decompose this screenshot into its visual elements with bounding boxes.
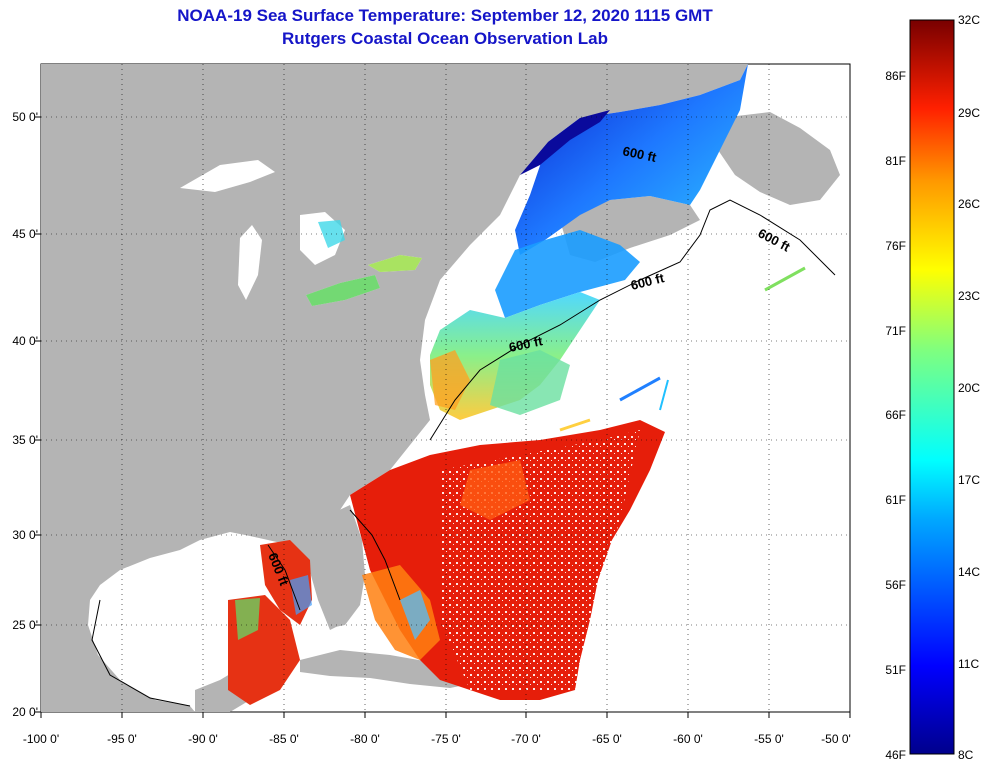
colorbar-f-label: 51F [885, 663, 906, 677]
colorbar-f-label: 81F [885, 154, 906, 168]
colorbar-celsius-labels: 32C 29C 26C 23C 20C 17C 14C 11C 8C [958, 13, 980, 762]
latitude-labels: 50 0' 45 0' 40 0' 35 0' 30 0' 25 0' 20 0… [12, 110, 38, 719]
sst-gulf-maine [495, 230, 640, 318]
sst-north-cold [515, 64, 748, 255]
colorbar-f-label: 56F [885, 578, 906, 592]
lon-label: -60 0' [673, 732, 703, 746]
lon-label: -50 0' [821, 732, 851, 746]
lon-label: -65 0' [592, 732, 622, 746]
depth-contour-600ft [91, 199, 836, 707]
lat-label: 35 0' [12, 433, 38, 447]
colorbar-c-label: 20C [958, 381, 980, 395]
colorbar-fahrenheit-labels: 86F 81F 76F 71F 66F 61F 56F 51F 46F [885, 69, 906, 762]
colorbar-c-label: 26C [958, 197, 980, 211]
lat-label: 30 0' [12, 528, 38, 542]
colorbar [909, 19, 955, 755]
colorbar-c-label: 23C [958, 289, 980, 303]
colorbar-f-label: 71F [885, 324, 906, 338]
colorbar-f-label: 76F [885, 239, 906, 253]
lon-label: -100 0' [23, 732, 59, 746]
lon-label: -90 0' [188, 732, 218, 746]
lon-label: -95 0' [107, 732, 137, 746]
lat-label: 50 0' [12, 110, 38, 124]
longitude-labels: -100 0' -95 0' -90 0' -85 0' -80 0' -75 … [23, 732, 851, 746]
lon-label: -55 0' [754, 732, 784, 746]
colorbar-c-label: 17C [958, 473, 980, 487]
lon-label: -75 0' [431, 732, 461, 746]
map-title: NOAA-19 Sea Surface Temperature: Septemb… [177, 6, 713, 25]
lon-label: -85 0' [269, 732, 299, 746]
lat-label: 20 0' [12, 705, 38, 719]
lat-label: 45 0' [12, 227, 38, 241]
sst-mid-atlantic [430, 292, 600, 420]
colorbar-f-label: 66F [885, 408, 906, 422]
map-subtitle: Rutgers Coastal Ocean Observation Lab [282, 29, 608, 48]
colorbar-f-label: 61F [885, 493, 906, 507]
colorbar-f-label: 86F [885, 69, 906, 83]
graticule [41, 64, 850, 712]
lon-label: -70 0' [511, 732, 541, 746]
colorbar-c-label: 29C [958, 106, 980, 120]
lat-label: 25 0' [12, 618, 38, 632]
colorbar-c-label: 8C [958, 748, 974, 762]
colorbar-f-label: 46F [885, 748, 906, 762]
land-north-america [41, 64, 748, 712]
contour-label: 600 ft [508, 333, 545, 355]
colorbar-c-label: 11C [958, 657, 979, 671]
sst-lab-current [520, 110, 610, 175]
lat-label: 40 0' [12, 334, 38, 348]
land-florida [316, 505, 365, 628]
colorbar-c-label: 14C [958, 565, 980, 579]
colorbar-c-label: 32C [958, 13, 980, 27]
lon-label: -80 0' [350, 732, 380, 746]
contour-label: 600 ft [621, 143, 658, 165]
land-newfoundland [718, 112, 840, 205]
land-cuba [300, 650, 480, 688]
